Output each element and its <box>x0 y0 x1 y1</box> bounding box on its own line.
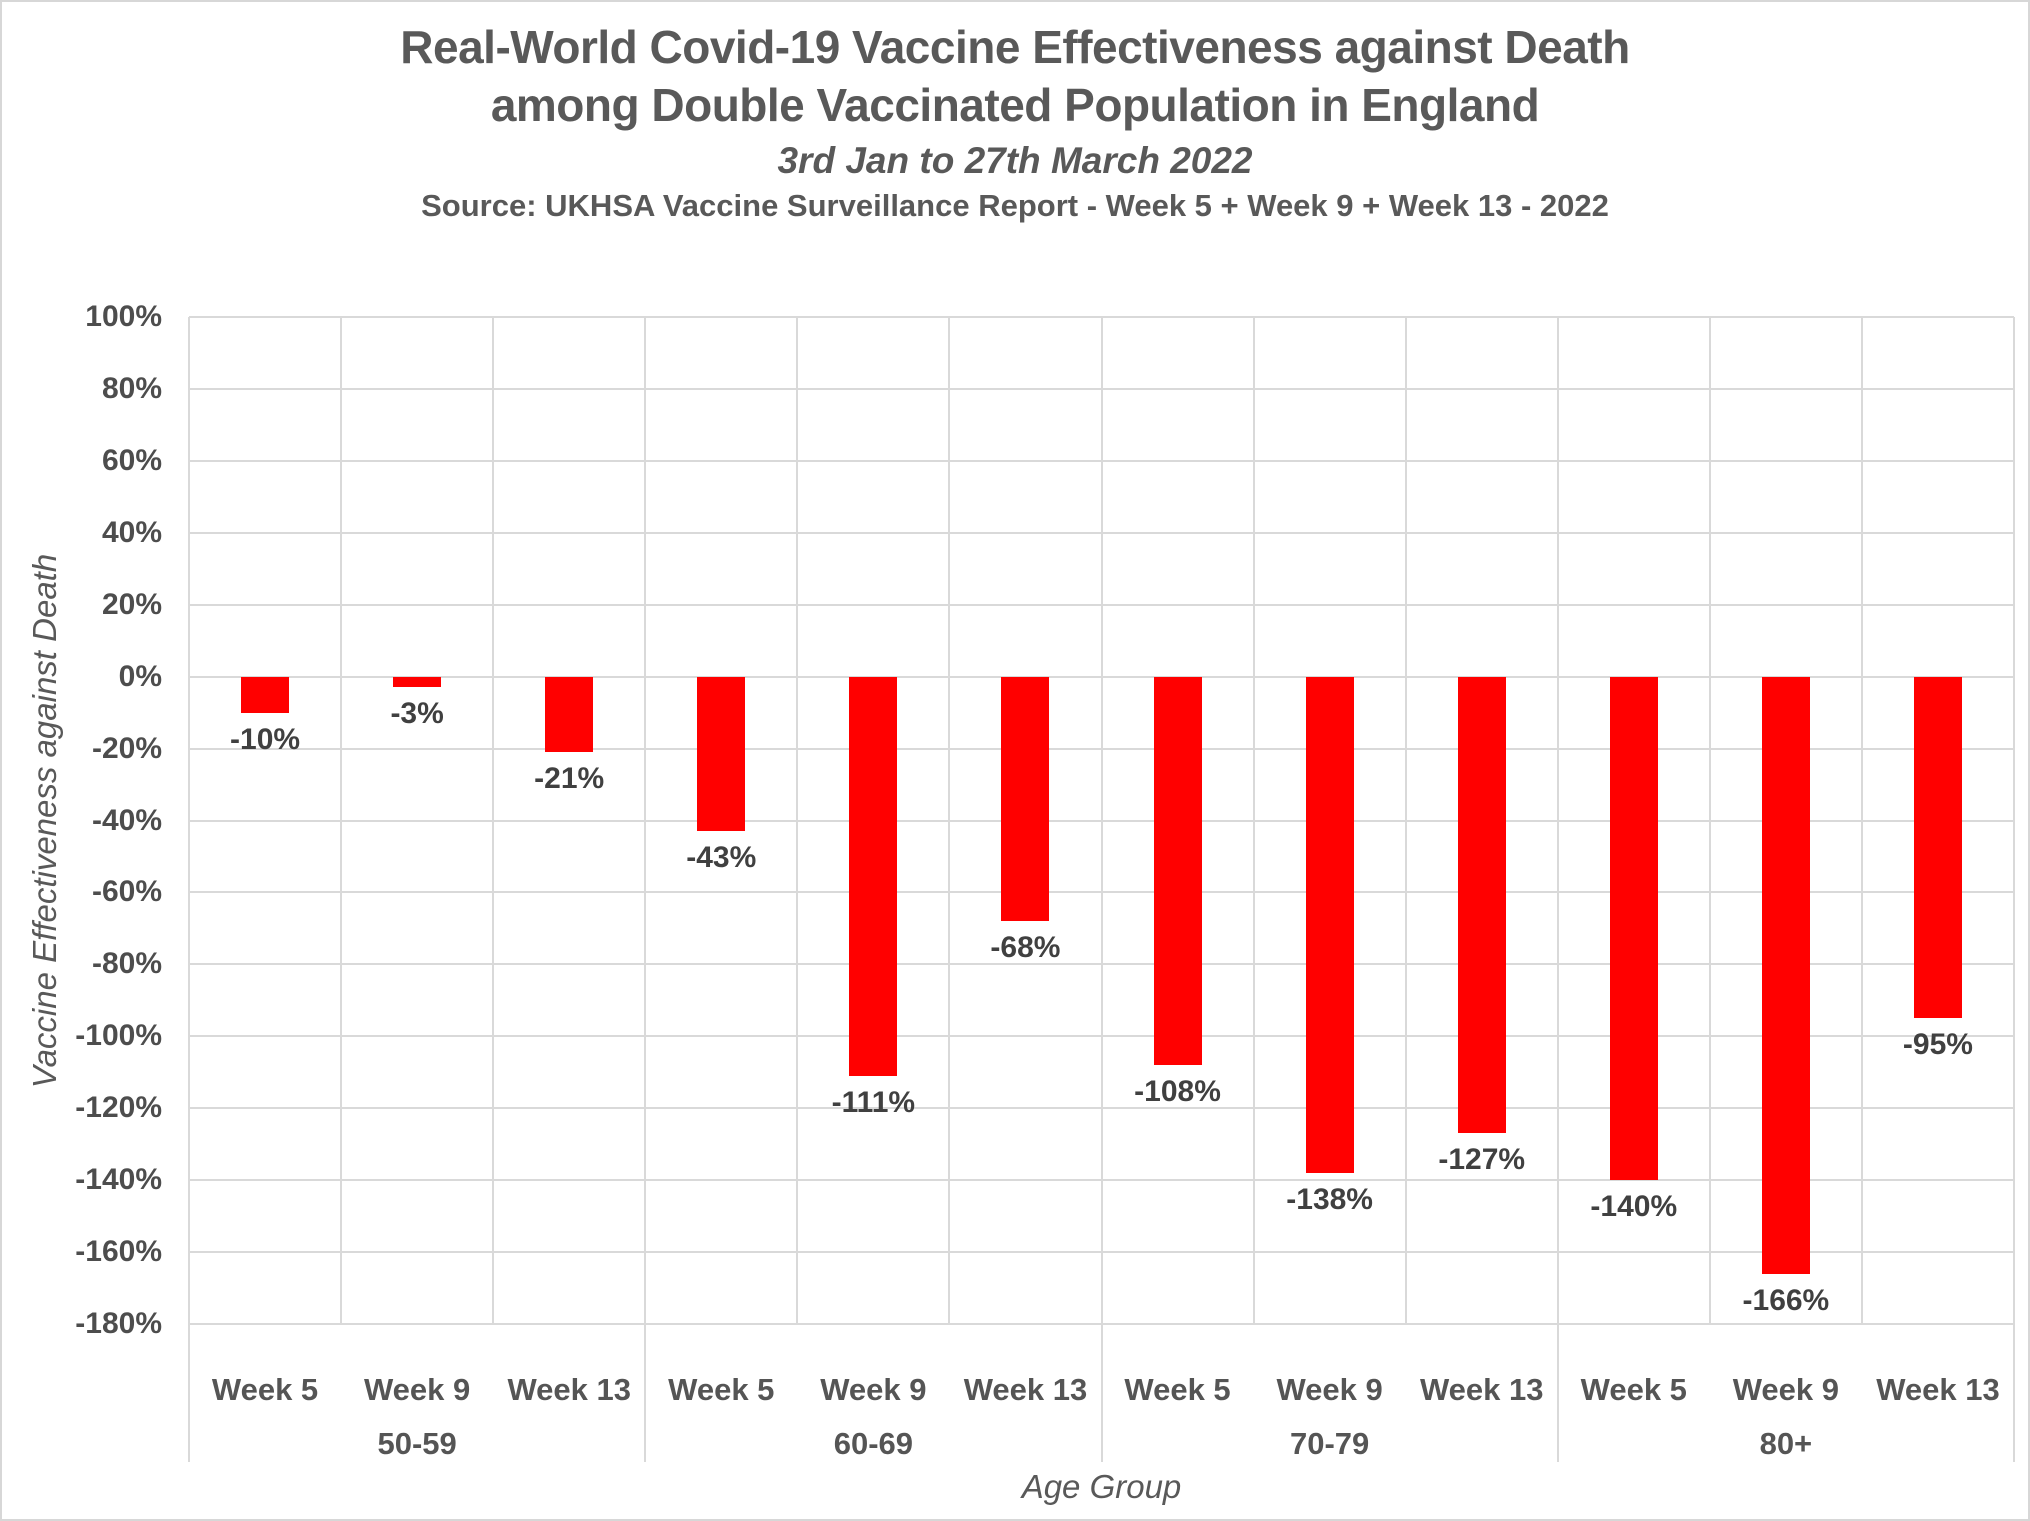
v-gridline <box>1101 317 1103 1324</box>
bar-value-label: -10% <box>230 722 301 756</box>
y-tick-label: 60% <box>101 443 162 477</box>
y-tick-label: 20% <box>101 587 162 621</box>
bar-value-label: -111% <box>831 1085 916 1119</box>
v-gridline <box>1709 317 1711 1324</box>
y-tick-label: 0% <box>118 659 162 693</box>
bar <box>1609 676 1658 1181</box>
bar-value-label: -108% <box>1134 1075 1221 1109</box>
x-tick-label: Week 9 <box>363 1372 471 1407</box>
bar <box>241 676 290 713</box>
y-tick-label: -120% <box>75 1091 162 1125</box>
v-gridline <box>1253 317 1255 1324</box>
group-divider <box>1101 1324 1103 1462</box>
y-tick-label: 80% <box>101 371 162 405</box>
chart-header: Real-World Covid-19 Vaccine Effectivenes… <box>2 18 2028 226</box>
x-tick-label: Week 9 <box>1276 1372 1383 1407</box>
x-tick-label: Week 5 <box>668 1372 775 1407</box>
bar-value-label: -127% <box>1438 1143 1526 1177</box>
bar <box>545 676 594 753</box>
bar-value-label: -68% <box>990 931 1061 965</box>
x-tick-label: Week 13 <box>1876 1372 2000 1407</box>
v-gridline <box>1557 317 1559 1324</box>
group-divider <box>1557 1324 1559 1462</box>
group-label: 50-59 <box>377 1426 457 1461</box>
bar <box>1305 676 1354 1173</box>
group-divider <box>644 1324 646 1462</box>
chart-source: Source: UKHSA Vaccine Surveillance Repor… <box>421 188 1609 223</box>
bar-value-label: -140% <box>1590 1190 1678 1224</box>
bar <box>1457 676 1506 1134</box>
x-tick-label: Week 13 <box>507 1372 631 1407</box>
x-tick-label: Week 13 <box>963 1372 1088 1407</box>
v-gridline <box>188 317 190 1324</box>
v-gridline <box>1405 317 1407 1324</box>
y-tick-label: -40% <box>91 803 162 837</box>
bar-value-label: -43% <box>686 841 757 875</box>
y-tick-label: -160% <box>75 1235 162 1269</box>
v-gridline <box>796 317 798 1324</box>
group-label: 70-79 <box>1289 1426 1370 1461</box>
y-tick-label: -100% <box>75 1019 162 1053</box>
y-tick-label: -60% <box>91 875 162 909</box>
v-gridline <box>948 317 950 1324</box>
chart-subtitle: 3rd Jan to 27th March 2022 <box>777 140 1253 181</box>
bar-value-label: -21% <box>534 762 605 796</box>
y-tick-label: -80% <box>91 947 162 981</box>
bar <box>393 676 442 688</box>
bar <box>1153 676 1202 1066</box>
x-tick-label: Week 5 <box>1124 1372 1231 1407</box>
group-divider <box>188 1324 190 1462</box>
bar <box>697 676 746 832</box>
y-tick-label: -140% <box>75 1163 162 1197</box>
group-divider <box>2013 1324 2015 1462</box>
y-tick-label: -20% <box>91 731 162 765</box>
x-tick-label: Week 5 <box>1580 1372 1687 1407</box>
y-tick-label: 100% <box>85 300 162 333</box>
plot-area: -10% -3% -21% -43% -111% -68% -108% -138% -127% -… <box>188 316 2015 1325</box>
v-gridline <box>2013 317 2015 1324</box>
bar <box>1001 676 1050 922</box>
y-tick-label: 40% <box>101 515 162 549</box>
bar <box>849 676 898 1076</box>
group-label: 80+ <box>1759 1426 1813 1461</box>
chart-title-line-2: among Double Vaccinated Population in En… <box>490 79 1540 131</box>
bar-value-label: -166% <box>1742 1283 1830 1317</box>
chart-title-line-1: Real-World Covid-19 Vaccine Effectivenes… <box>400 21 1630 73</box>
v-gridline <box>1861 317 1863 1324</box>
v-gridline <box>492 317 494 1324</box>
bar-value-label: -138% <box>1286 1182 1373 1216</box>
y-tick-label: -180% <box>75 1307 162 1340</box>
v-gridline <box>644 317 646 1324</box>
bar <box>1761 676 1810 1274</box>
x-tick-label: Week 13 <box>1419 1372 1544 1407</box>
x-axis-title: Age Group <box>1021 1468 1182 1505</box>
bar <box>1913 676 1962 1019</box>
v-gridline <box>340 317 342 1324</box>
x-tick-label: Week 5 <box>211 1372 319 1407</box>
bar-value-label: -3% <box>390 697 444 731</box>
group-label: 60-69 <box>833 1426 914 1461</box>
x-tick-label: Week 9 <box>1732 1372 1839 1407</box>
x-tick-label: Week 9 <box>820 1372 927 1407</box>
bar-value-label: -95% <box>1902 1028 1973 1062</box>
